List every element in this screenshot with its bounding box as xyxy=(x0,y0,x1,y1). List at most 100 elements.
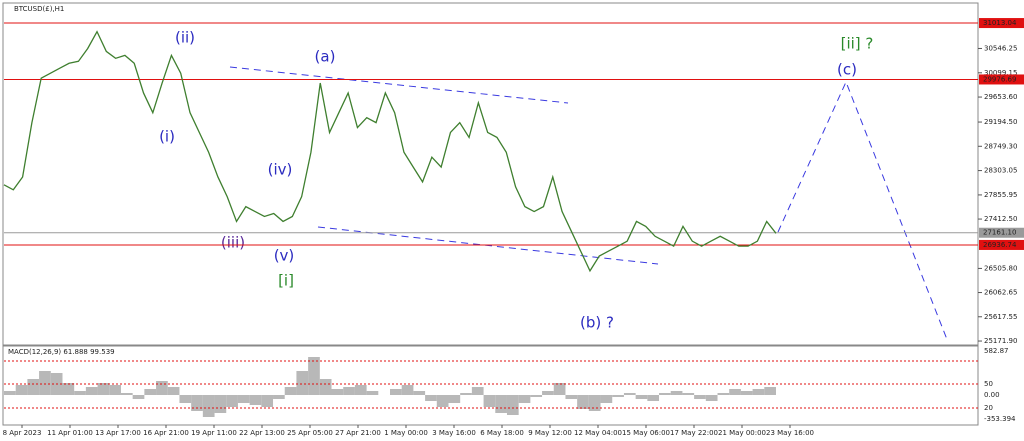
x-tick-label: 27 Apr 21:00 xyxy=(335,429,381,437)
macd-frame xyxy=(2,345,979,426)
macd-bar xyxy=(612,395,624,397)
x-tick-label: 1 May 00:00 xyxy=(384,429,428,437)
y-tick-label: 29194.50 xyxy=(984,118,1017,126)
macd-bar xyxy=(27,379,40,395)
y-tick-label: 30546.25 xyxy=(984,44,1017,52)
x-tick-label: 3 May 16:00 xyxy=(432,429,476,437)
level-box xyxy=(979,239,1024,250)
channel-lines xyxy=(229,66,949,343)
macd-bar xyxy=(354,385,367,395)
macd-bar xyxy=(343,387,355,395)
y-tick-label: 25171.90 xyxy=(984,337,1017,345)
x-tick-label: 9 May 12:00 xyxy=(528,429,572,437)
macd-axis-label: 50 xyxy=(984,380,993,388)
macd-bar xyxy=(214,395,227,413)
macd-bar xyxy=(635,395,648,399)
macd-bar xyxy=(319,379,332,395)
macd-bar xyxy=(308,357,320,395)
macd-bar xyxy=(460,393,472,395)
macd-bar xyxy=(249,395,262,405)
macd-bar xyxy=(553,383,566,395)
level-box xyxy=(979,227,1024,238)
macd-bar xyxy=(495,395,507,413)
wave-label: [i] xyxy=(278,272,294,290)
wave-label: (c) xyxy=(837,61,857,79)
macd-bar xyxy=(448,395,461,403)
y-tick-label: 28749.30 xyxy=(984,142,1017,150)
level-box xyxy=(979,74,1024,85)
macd-bar xyxy=(39,371,51,395)
macd-bar xyxy=(623,393,636,395)
x-tick-label: 15 May 06:00 xyxy=(622,429,670,437)
y-tick-label: 26505.80 xyxy=(984,264,1017,272)
macd-bar xyxy=(588,395,601,411)
macd-bar xyxy=(4,391,16,395)
x-tick-label: 12 May 04:00 xyxy=(574,429,622,437)
x-tick-label: 19 Apr 11:00 xyxy=(191,429,237,437)
y-tick-label: 29653.60 xyxy=(984,93,1017,101)
macd-axis-label: -353.394 xyxy=(984,415,1016,423)
macd-bar xyxy=(530,395,543,397)
macd-bar xyxy=(273,395,285,399)
macd-bar xyxy=(366,391,379,395)
wave-label: (ii) xyxy=(175,29,195,47)
macd-bar xyxy=(518,395,531,403)
macd-bar xyxy=(705,395,718,401)
macd-bar xyxy=(296,371,309,395)
macd-bar xyxy=(261,395,274,407)
wave-label: (a) xyxy=(315,48,336,66)
x-tick-label: 11 Apr 01:00 xyxy=(47,429,93,437)
macd-bar xyxy=(717,393,730,395)
macd-bar xyxy=(471,387,484,395)
macd-bar xyxy=(62,383,75,395)
macd-bar xyxy=(156,381,168,395)
wave-label: [ii] ? xyxy=(841,35,874,53)
y-tick-label: 27412.50 xyxy=(984,215,1017,223)
x-tick-label: 23 May 16:00 xyxy=(766,429,814,437)
macd-bar xyxy=(764,387,776,395)
y-tick-label: 26062.65 xyxy=(984,289,1017,297)
x-tick-label: 16 Apr 21:00 xyxy=(143,429,189,437)
macd-title: MACD(12,26,9) 61.888 99.539 xyxy=(8,348,115,356)
macd-bar xyxy=(565,395,578,399)
macd-bar xyxy=(144,389,157,395)
wave-label: (b) ? xyxy=(580,314,614,332)
macd-bar xyxy=(331,389,344,395)
macd-bar xyxy=(237,395,250,403)
macd-bar xyxy=(413,391,426,395)
macd-bar xyxy=(659,393,671,395)
x-tick-label: 17 May 22:00 xyxy=(670,429,718,437)
x-tick-label: 6 May 18:00 xyxy=(480,429,524,437)
macd-bar xyxy=(85,387,98,395)
level-label: 26936.74 xyxy=(983,241,1017,249)
macd-bar xyxy=(97,383,110,395)
level-label: 29976.69 xyxy=(983,75,1016,83)
wave-label: (i) xyxy=(159,128,175,146)
macd-bar xyxy=(401,385,414,395)
y-tick-label: 28303.05 xyxy=(984,167,1017,175)
macd-bar xyxy=(647,395,660,401)
macd-bar xyxy=(390,389,402,395)
level-box xyxy=(979,18,1024,29)
y-tick-label: 27855.95 xyxy=(984,191,1017,199)
level-label: 31013.04 xyxy=(983,19,1017,27)
macd-bar xyxy=(132,395,145,399)
macd-axis-label: 582.87 xyxy=(984,347,1009,355)
macd-bar xyxy=(74,391,86,395)
macd-bar xyxy=(191,395,203,411)
macd-bar xyxy=(542,391,554,395)
macd-bar xyxy=(670,391,683,395)
x-tick-label: 13 Apr 17:00 xyxy=(95,429,141,437)
macd-bar xyxy=(226,395,238,407)
macd-bar xyxy=(483,395,496,407)
y-tick-label: 25617.55 xyxy=(984,313,1017,321)
macd-bar xyxy=(577,395,589,409)
y-tick-label: 30099.15 xyxy=(984,69,1017,77)
macd-bar xyxy=(179,395,192,403)
macd-bar xyxy=(600,395,613,403)
macd-bar xyxy=(752,389,765,395)
macd-axis-label: 0.00 xyxy=(984,391,1000,399)
macd-bar xyxy=(425,395,437,401)
